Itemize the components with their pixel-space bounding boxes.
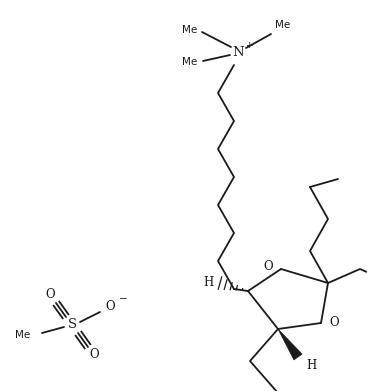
Text: O: O [45,289,55,301]
Text: Me: Me [275,20,290,30]
Text: O: O [329,316,339,330]
Text: O: O [264,260,273,273]
Text: Me: Me [182,25,197,35]
Text: Me: Me [15,330,30,340]
Text: N: N [232,45,244,59]
Text: H: H [306,359,316,372]
Text: −: − [119,294,127,304]
Text: H: H [204,276,214,289]
Polygon shape [278,329,302,360]
Text: O: O [105,301,115,314]
Text: Me: Me [182,57,197,67]
Text: +: + [245,41,253,50]
Text: O: O [89,348,99,362]
Text: S: S [68,319,77,332]
